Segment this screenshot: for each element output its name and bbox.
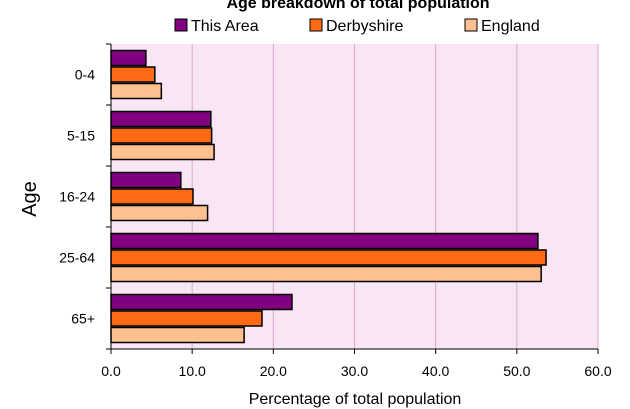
x-tick-label: 60.0: [584, 363, 611, 379]
y-tick-label: 0-4: [75, 67, 95, 83]
x-tick-label: 0.0: [101, 363, 121, 379]
legend-label: England: [481, 18, 540, 35]
legend-label: Derbyshire: [326, 18, 403, 35]
x-tick-label: 30.0: [341, 363, 368, 379]
bar-england-5-15: [111, 145, 214, 160]
x-tick-label: 10.0: [179, 363, 206, 379]
legend-swatch: [175, 19, 187, 31]
bar-derbyshire-5-15: [111, 128, 212, 143]
legend-label: This Area: [191, 18, 259, 35]
bar-this-area-5-15: [111, 112, 211, 127]
bar-england-65+: [111, 328, 244, 343]
x-axis-title: Percentage of total population: [249, 391, 462, 408]
bar-derbyshire-0-4: [111, 67, 155, 82]
bar-england-0-4: [111, 84, 161, 99]
x-tick-label: 20.0: [260, 363, 287, 379]
bar-this-area-16-24: [111, 173, 181, 188]
bar-this-area-25-64: [111, 234, 538, 249]
x-tick-label: 40.0: [422, 363, 449, 379]
bar-derbyshire-25-64: [111, 250, 546, 265]
chart-legend: This Area Derbyshire England: [175, 18, 540, 35]
y-tick-label: 5-15: [67, 128, 95, 144]
legend-swatch: [310, 19, 322, 31]
bar-this-area-0-4: [111, 51, 146, 66]
bar-derbyshire-16-24: [111, 189, 193, 204]
y-axis-title: Age: [19, 181, 41, 217]
x-tick-label: 50.0: [503, 363, 530, 379]
y-tick-label: 25-64: [59, 250, 95, 266]
bar-england-25-64: [111, 267, 541, 282]
legend-swatch: [465, 19, 477, 31]
bar-this-area-65+: [111, 295, 292, 310]
chart-title: Age breakdown of total population: [226, 0, 489, 12]
bar-derbyshire-65+: [111, 311, 262, 326]
y-tick-label: 65+: [71, 311, 95, 327]
y-tick-label: 16-24: [59, 189, 95, 205]
bar-england-16-24: [111, 206, 208, 221]
